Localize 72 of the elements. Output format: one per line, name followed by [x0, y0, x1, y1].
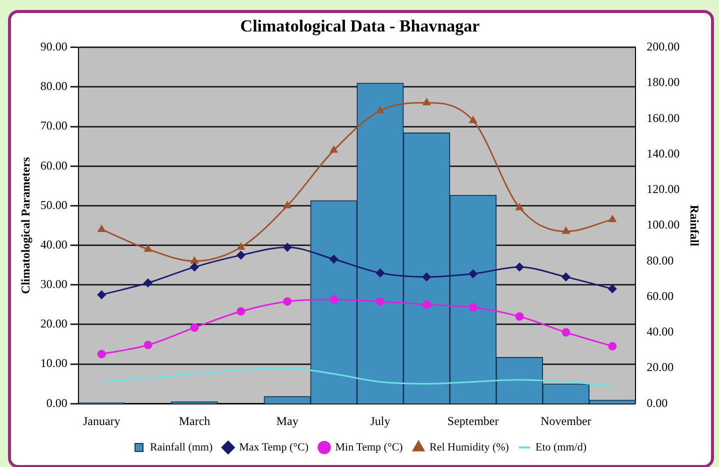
y-tick-label: 30.00	[40, 277, 68, 292]
y2-tick-label: 20.00	[646, 360, 674, 374]
point	[97, 290, 106, 300]
point	[190, 262, 199, 272]
point	[608, 342, 617, 350]
x-tick-label: March	[178, 414, 210, 428]
y2-tick-label: 40.00	[646, 324, 674, 339]
point	[516, 203, 524, 210]
y2-tick-label: 200.00	[646, 40, 680, 54]
y2-tick-label: 120.00	[646, 182, 680, 196]
point	[469, 116, 477, 124]
point	[608, 284, 617, 294]
x-tick-label: July	[370, 414, 390, 428]
y-tick-label: 20.00	[40, 316, 68, 331]
y2-tick-label: 60.00	[646, 288, 674, 303]
point	[422, 98, 430, 106]
point	[144, 340, 152, 350]
x-tick-label: January	[82, 414, 120, 428]
y-tick-label: 90.00	[40, 40, 68, 54]
point	[144, 278, 152, 288]
legend-label: Max Temp (°C)	[239, 441, 309, 454]
point	[562, 272, 570, 282]
y-tick-label: 60.00	[40, 158, 68, 172]
point	[330, 295, 338, 304]
point	[330, 146, 338, 153]
y-tick-label: 70.00	[40, 118, 68, 133]
point	[376, 106, 384, 114]
point	[236, 307, 246, 316]
x-tick-label: November	[540, 414, 592, 428]
point	[422, 272, 431, 282]
y-tick-label: 80.00	[40, 79, 68, 94]
y2-tick-label: 160.00	[646, 110, 680, 125]
point	[284, 201, 292, 208]
point	[97, 350, 106, 358]
point	[190, 323, 199, 332]
y-axis-title: Climatological Parameters	[18, 156, 32, 294]
legend-label: Eto (mm/d)	[535, 441, 587, 454]
point	[236, 250, 246, 260]
point	[237, 243, 245, 250]
point	[468, 303, 478, 312]
point	[283, 243, 292, 252]
y2-axis-title: Rainfall	[688, 204, 702, 247]
point	[376, 268, 384, 278]
legend-label: Rainfall (mm)	[150, 441, 213, 454]
y2-tick-label: 80.00	[646, 253, 674, 268]
point	[562, 227, 570, 234]
point	[190, 256, 198, 264]
chart-title: Climatological Data - Bhavnagar	[240, 16, 480, 36]
y2-tick-label: 100.00	[646, 218, 680, 232]
point	[608, 215, 616, 222]
x-tick-label: May	[276, 414, 298, 428]
legend-label: Rel Humidity (%)	[430, 441, 510, 454]
point	[283, 297, 292, 306]
point	[422, 300, 431, 309]
y2-tick-label: 180.00	[646, 75, 680, 90]
point	[562, 328, 570, 337]
point	[515, 262, 524, 272]
point	[376, 297, 384, 306]
point	[144, 244, 152, 252]
y-tick-label: 40.00	[40, 237, 68, 252]
line-series	[100, 367, 614, 387]
y2-tick-label: 140.00	[646, 146, 680, 160]
y2-tick-label: 0.00	[646, 396, 668, 410]
point	[515, 312, 524, 321]
point	[468, 270, 478, 278]
y-tick-label: 10.00	[40, 356, 68, 370]
y-tick-label: 0.00	[46, 396, 68, 410]
legend-label: Min Temp (°C)	[335, 441, 404, 454]
x-tick-label: September	[447, 414, 499, 428]
point	[98, 225, 106, 232]
y-tick-label: 50.00	[40, 198, 68, 212]
point	[330, 254, 338, 264]
